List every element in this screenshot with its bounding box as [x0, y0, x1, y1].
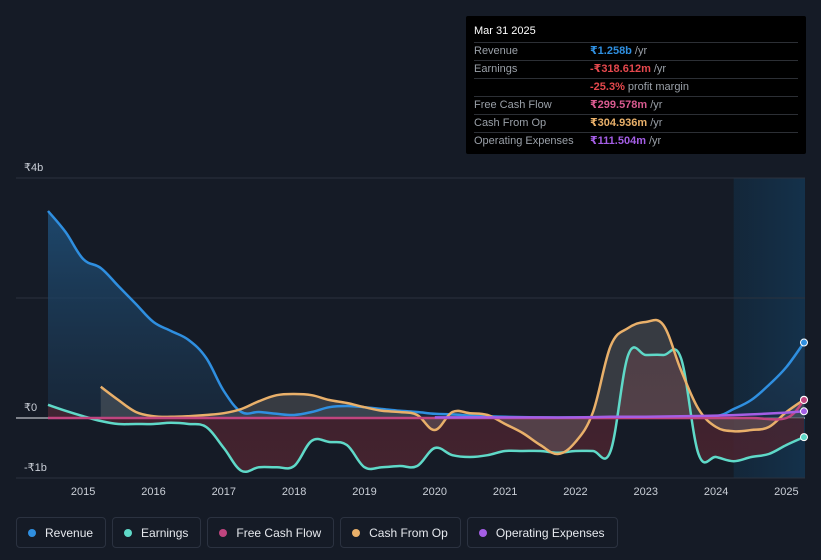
legend-item-operating-expenses[interactable]: Operating Expenses — [466, 517, 618, 548]
x-tick-label: 2021 — [493, 486, 517, 498]
x-tick-label: 2022 — [563, 486, 587, 498]
legend-dot-icon — [28, 528, 36, 537]
x-tick-label: 2016 — [141, 486, 165, 498]
series-areas — [48, 211, 804, 472]
revenue-area — [48, 211, 804, 418]
data-tooltip: Mar 31 2025 Revenue ₹1.258b/yr Earnings -₹3… — [466, 16, 806, 154]
operating-expenses-line — [434, 410, 805, 419]
legend-label: Earnings — [141, 525, 189, 540]
tooltip-row: Revenue ₹1.258b/yr — [474, 43, 798, 61]
legend-item-free-cash-flow[interactable]: Free Cash Flow — [207, 517, 335, 548]
legend-dot-icon — [478, 528, 487, 537]
tooltip-rows: Revenue ₹1.258b/yr Earnings -₹318.612m/yr -2… — [474, 43, 798, 150]
tooltip-unit: /yr — [648, 135, 662, 147]
legend-item-revenue[interactable]: Revenue — [16, 517, 107, 548]
legend-label: Cash From Op — [369, 525, 448, 540]
tooltip-row: Operating Expenses ₹111.504m/yr — [474, 133, 798, 150]
free-cash-flow-endpoint — [800, 396, 808, 405]
y-axis-labels: ₹4b ₹0 -₹1b — [24, 162, 47, 474]
earnings-line — [47, 346, 805, 474]
operating-expenses-endpoint — [800, 407, 808, 416]
tooltip-value: -25.3% — [590, 81, 625, 93]
legend-label: Free Cash Flow — [236, 525, 322, 540]
cash-from-op-line — [99, 318, 805, 456]
tooltip-label: Free Cash Flow — [474, 99, 552, 111]
x-tick-label: 2024 — [704, 486, 728, 498]
tooltip-label: Cash From Op — [474, 117, 547, 129]
x-tick-label: 2019 — [352, 486, 376, 498]
tooltip-unit: profit margin — [627, 81, 689, 93]
legend-dot-icon — [352, 528, 361, 537]
x-tick-label: 2023 — [634, 486, 658, 498]
earnings-area — [48, 347, 804, 472]
tooltip-value: ₹1.258b — [590, 45, 632, 57]
tooltip-row: Earnings -₹318.612m/yr — [474, 61, 798, 79]
x-tick-label: 2015 — [71, 486, 95, 498]
tooltip-value: ₹299.578m — [590, 99, 648, 111]
x-tick-label: 2025 — [774, 486, 798, 498]
tooltip-unit: /yr — [653, 63, 667, 75]
tooltip-label: Earnings — [474, 63, 518, 75]
legend-item-cash-from-op[interactable]: Cash From Op — [340, 517, 461, 548]
earnings-endpoint — [800, 433, 808, 442]
tooltip-label: Revenue — [474, 45, 519, 57]
series-endpoints — [800, 338, 808, 442]
tooltip-unit: /yr — [650, 99, 663, 111]
y-tick-label: -₹1b — [24, 462, 47, 474]
tooltip-row: Free Cash Flow ₹299.578m/yr — [474, 97, 798, 115]
y-tick-label: ₹4b — [24, 162, 43, 174]
tooltip-label: Operating Expenses — [474, 135, 574, 147]
x-tick-label: 2020 — [423, 486, 447, 498]
tooltip-value: ₹111.504m — [590, 135, 646, 147]
revenue-endpoint — [800, 338, 808, 347]
legend-label: Revenue — [45, 525, 94, 540]
tooltip-value: -₹318.612m — [590, 63, 651, 75]
x-tick-label: 2017 — [212, 486, 236, 498]
legend-dot-icon — [219, 528, 228, 537]
legend-dot-icon — [124, 528, 133, 537]
tooltip-row: -25.3% profit margin — [474, 79, 798, 97]
chart-svg: ₹4b₹0-₹1b 2015 2016 2017 2018 2019 2020 2021 20… — [16, 162, 808, 498]
tooltip-unit: /yr — [650, 117, 663, 129]
tooltip-unit: /yr — [634, 45, 648, 57]
chart-legend: Revenue Earnings Free Cash Flow Cash From O… — [16, 517, 618, 548]
tooltip-value: ₹304.936m — [590, 117, 648, 129]
x-tick-label: 2018 — [282, 486, 306, 498]
tooltip-label — [474, 79, 590, 96]
legend-item-earnings[interactable]: Earnings — [112, 517, 202, 548]
legend-label: Operating Expenses — [495, 525, 605, 540]
tooltip-date: Mar 31 2025 — [474, 22, 798, 43]
y-tick-label: ₹0 — [24, 402, 37, 414]
series-lines — [47, 210, 806, 474]
x-axis-labels: 2015 2016 2017 2018 2019 2020 2021 2022 2023 2024… — [71, 486, 799, 498]
tooltip-row: Cash From Op ₹304.936m/yr — [474, 115, 798, 133]
